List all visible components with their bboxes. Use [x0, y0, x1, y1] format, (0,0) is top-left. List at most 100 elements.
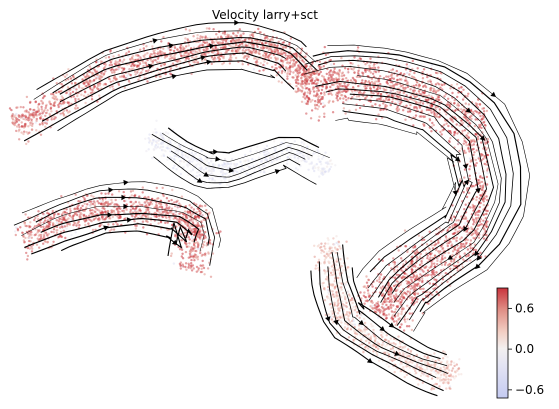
cell-point: [193, 50, 196, 54]
cell-point: [179, 60, 182, 63]
cell-point: [115, 208, 118, 211]
cell-point: [474, 213, 477, 216]
cell-point: [378, 278, 381, 281]
cell-point: [375, 308, 379, 311]
cell-point: [209, 275, 213, 278]
cell-point: [420, 260, 423, 263]
cell-point: [350, 67, 353, 71]
cell-point: [355, 75, 359, 78]
cell-point: [14, 230, 17, 233]
cell-point: [386, 82, 389, 85]
cell-point: [400, 269, 403, 272]
cell-point: [465, 217, 468, 220]
cell-point: [110, 198, 113, 202]
cell-point: [172, 49, 176, 53]
cell-point: [464, 230, 467, 233]
cell-point: [364, 68, 367, 72]
cell-point: [385, 307, 388, 310]
cell-point: [16, 229, 20, 232]
cell-point: [428, 230, 431, 233]
cell-point: [400, 299, 404, 302]
cell-point: [185, 45, 188, 48]
cell-point: [330, 78, 333, 82]
cell-point: [338, 74, 341, 78]
cell-point: [78, 224, 81, 227]
cell-point: [348, 109, 351, 112]
cell-point: [109, 217, 112, 220]
cell-point: [192, 208, 196, 211]
cell-point: [180, 218, 183, 222]
cell-point: [116, 203, 119, 206]
cell-point: [72, 214, 75, 217]
cell-point: [329, 73, 332, 77]
cell-point: [19, 105, 22, 109]
cell-point: [166, 221, 169, 224]
cell-point: [172, 212, 175, 216]
cell-point: [351, 62, 354, 65]
cell-point: [64, 236, 67, 240]
cell-point: [333, 77, 336, 81]
cell-point: [63, 75, 67, 79]
cell-point: [83, 215, 86, 219]
cell-point: [166, 158, 169, 161]
cell-point: [209, 242, 212, 245]
cell-point: [236, 31, 240, 34]
cell-point: [88, 214, 91, 217]
cell-point: [374, 80, 377, 83]
cell-point: [418, 263, 422, 267]
cell-point: [336, 99, 339, 102]
cell-point: [117, 210, 120, 213]
cell-point: [34, 100, 37, 104]
cell-point: [169, 54, 172, 58]
cell-point: [115, 78, 119, 81]
cell-point: [314, 95, 318, 98]
cell-point: [262, 46, 265, 50]
cell-point: [97, 88, 100, 91]
cell-point: [204, 252, 207, 255]
cell-point: [145, 209, 148, 213]
cell-point: [431, 273, 435, 276]
cell-point: [64, 219, 68, 223]
cell-point: [27, 116, 30, 119]
cell-point: [172, 262, 176, 265]
cell-point: [293, 64, 296, 67]
cell-point: [150, 202, 154, 206]
cell-point: [412, 84, 415, 88]
cell-point: [201, 36, 204, 39]
cell-point: [65, 227, 68, 230]
cell-point: [158, 214, 161, 218]
cell-point: [438, 98, 441, 102]
cell-point: [29, 123, 32, 127]
cell-point: [309, 75, 312, 78]
cell-point: [129, 73, 132, 77]
cell-point: [52, 222, 55, 225]
cell-point: [216, 41, 219, 45]
cell-point: [52, 115, 56, 118]
cell-point: [479, 251, 482, 254]
cell-point: [191, 239, 194, 243]
cell-point: [402, 109, 405, 112]
cell-point: [391, 314, 394, 317]
cell-point: [449, 137, 452, 140]
cell-point: [165, 197, 169, 200]
cell-point: [302, 68, 305, 72]
cell-point: [198, 173, 201, 177]
cell-point: [466, 187, 469, 190]
cell-point: [427, 108, 431, 112]
cell-point: [138, 195, 141, 198]
cell-point: [464, 141, 468, 144]
cell-point: [100, 72, 103, 75]
cell-point: [198, 44, 202, 47]
cell-point: [39, 117, 42, 120]
cell-point: [368, 69, 371, 73]
cell-point: [307, 82, 311, 86]
cell-point: [393, 268, 396, 271]
cell-point: [144, 201, 147, 204]
cell-point: [274, 48, 277, 51]
cell-point: [49, 217, 52, 220]
cell-point: [45, 233, 49, 236]
cell-point: [395, 83, 399, 86]
cell-point: [97, 202, 101, 205]
cell-point: [319, 70, 322, 74]
cell-point: [302, 95, 305, 99]
